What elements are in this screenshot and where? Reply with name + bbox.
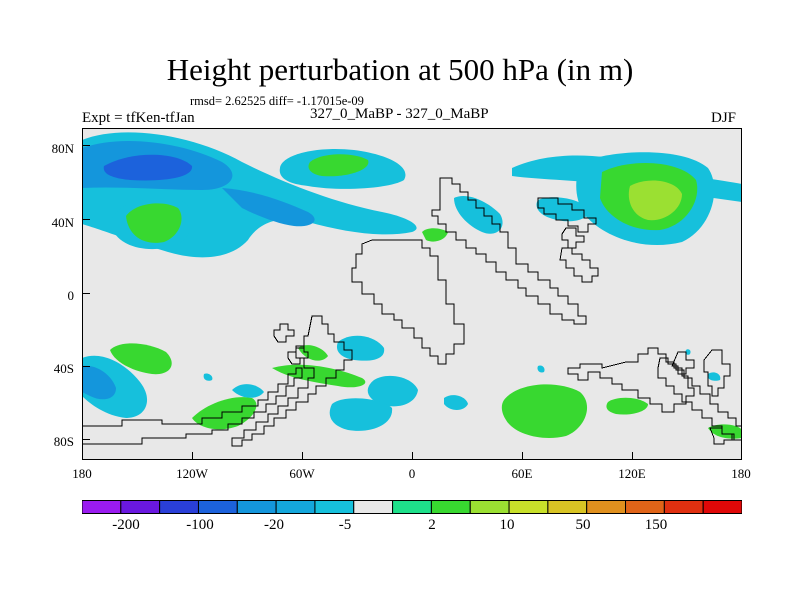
colorbar-swatch: [547, 500, 588, 514]
colorbar-label: -200: [112, 517, 140, 533]
colorbar-swatch: [586, 500, 627, 514]
coastline-outlines: [82, 177, 742, 447]
stats-label: rmsd= 2.62525 diff= -1.17015e-09: [190, 94, 364, 108]
continent-outline-south-america: [231, 315, 353, 447]
contour-region: [110, 343, 172, 375]
colorbar-swatch: [120, 500, 161, 514]
x-tick-label: 120W: [176, 466, 208, 481]
contour-region: [685, 349, 691, 355]
contour-region: [103, 154, 193, 181]
contour-region: [501, 384, 588, 439]
contour-region: [444, 395, 468, 410]
contour-region: [336, 335, 385, 361]
island-outline-pacific: [703, 349, 731, 397]
island-outline-far-east: [671, 351, 695, 375]
x-tick-label: 60E: [511, 466, 533, 481]
colorbar-label: 10: [499, 517, 515, 533]
y-tick-label: 40N: [51, 215, 74, 230]
x-tick-label: 60W: [289, 466, 315, 481]
contour-region: [422, 228, 448, 242]
x-tick-label: 180: [731, 466, 751, 481]
page-title: Height perturbation at 500 hPa (in m): [166, 52, 634, 87]
contour-region: [126, 203, 182, 243]
colorbar-swatch: [702, 500, 742, 514]
colorbar-swatch: [469, 500, 510, 514]
period-label: 327_0_MaBP - 327_0_MaBP: [310, 106, 489, 122]
island-outline-japan: [561, 227, 585, 249]
colorbar-swatch: [625, 500, 665, 514]
contour-region: [606, 397, 648, 415]
contour-region: [329, 398, 393, 431]
y-tick-label: 80S: [53, 434, 74, 449]
y-tick-label: 80N: [51, 141, 74, 156]
colorbar-label: 50: [575, 517, 591, 533]
contour-region: [308, 154, 369, 177]
coastline-segment: [273, 323, 295, 343]
contour-region: [192, 397, 257, 430]
colorbar-swatch: [275, 500, 316, 514]
colorbar-label: 2: [428, 517, 436, 533]
continent-outline-africa-eurasia: [431, 177, 587, 325]
island-outline-east-asia: [657, 357, 742, 441]
island-outline-nz: [709, 427, 735, 445]
axis-ticks: [82, 145, 633, 460]
colorbar-swatch: [82, 500, 122, 514]
contour-region: [536, 197, 590, 222]
colorbar-swatch: [197, 500, 238, 514]
colorbar-label: -100: [186, 517, 214, 533]
contour-region: [232, 384, 264, 398]
contour-region: [707, 372, 721, 381]
colorbar-swatch: [236, 500, 277, 514]
continent-outline-antarctica: [82, 367, 303, 445]
x-tick-label: 120E: [618, 466, 646, 481]
coastline-segment: [559, 247, 599, 283]
colorbar: [82, 500, 742, 514]
continent-outline-africa: [351, 239, 465, 365]
colorbar-swatch: [314, 500, 355, 514]
contour-region: [367, 375, 418, 407]
y-tick-label: 0: [67, 288, 75, 303]
season-label: DJF: [711, 110, 737, 126]
colorbar-label: -20: [264, 517, 284, 533]
colorbar-swatch: [353, 500, 394, 514]
contour-region: [222, 188, 315, 227]
colorbar-label: -5: [338, 517, 352, 533]
continent-outline-australia: [567, 347, 695, 413]
contour-region: [298, 345, 328, 361]
colorbar-swatch: [663, 500, 704, 514]
x-tick-label: 0: [408, 466, 416, 481]
colorbar-swatch: [392, 500, 432, 514]
colorbar-swatch: [430, 500, 471, 514]
contour-region: [454, 195, 503, 234]
colorbar-label: 150: [644, 517, 668, 533]
contour-region: [628, 180, 682, 221]
contour-region: [272, 364, 366, 388]
colorbar-swatch: [159, 500, 199, 514]
island-outline-asia: [537, 197, 597, 233]
y-tick-label: 40S: [53, 361, 74, 376]
contour-region: [537, 365, 545, 373]
contour-region: [82, 365, 116, 400]
map-plot: [82, 128, 742, 460]
colorbar-swatch: [508, 500, 549, 514]
experiment-label: Expt = tfKen-tfJan: [82, 110, 195, 126]
contour-fields: [82, 132, 742, 439]
coastline-segment: [287, 345, 309, 365]
contour-region: [203, 373, 213, 381]
x-tick-label: 180: [72, 466, 92, 481]
